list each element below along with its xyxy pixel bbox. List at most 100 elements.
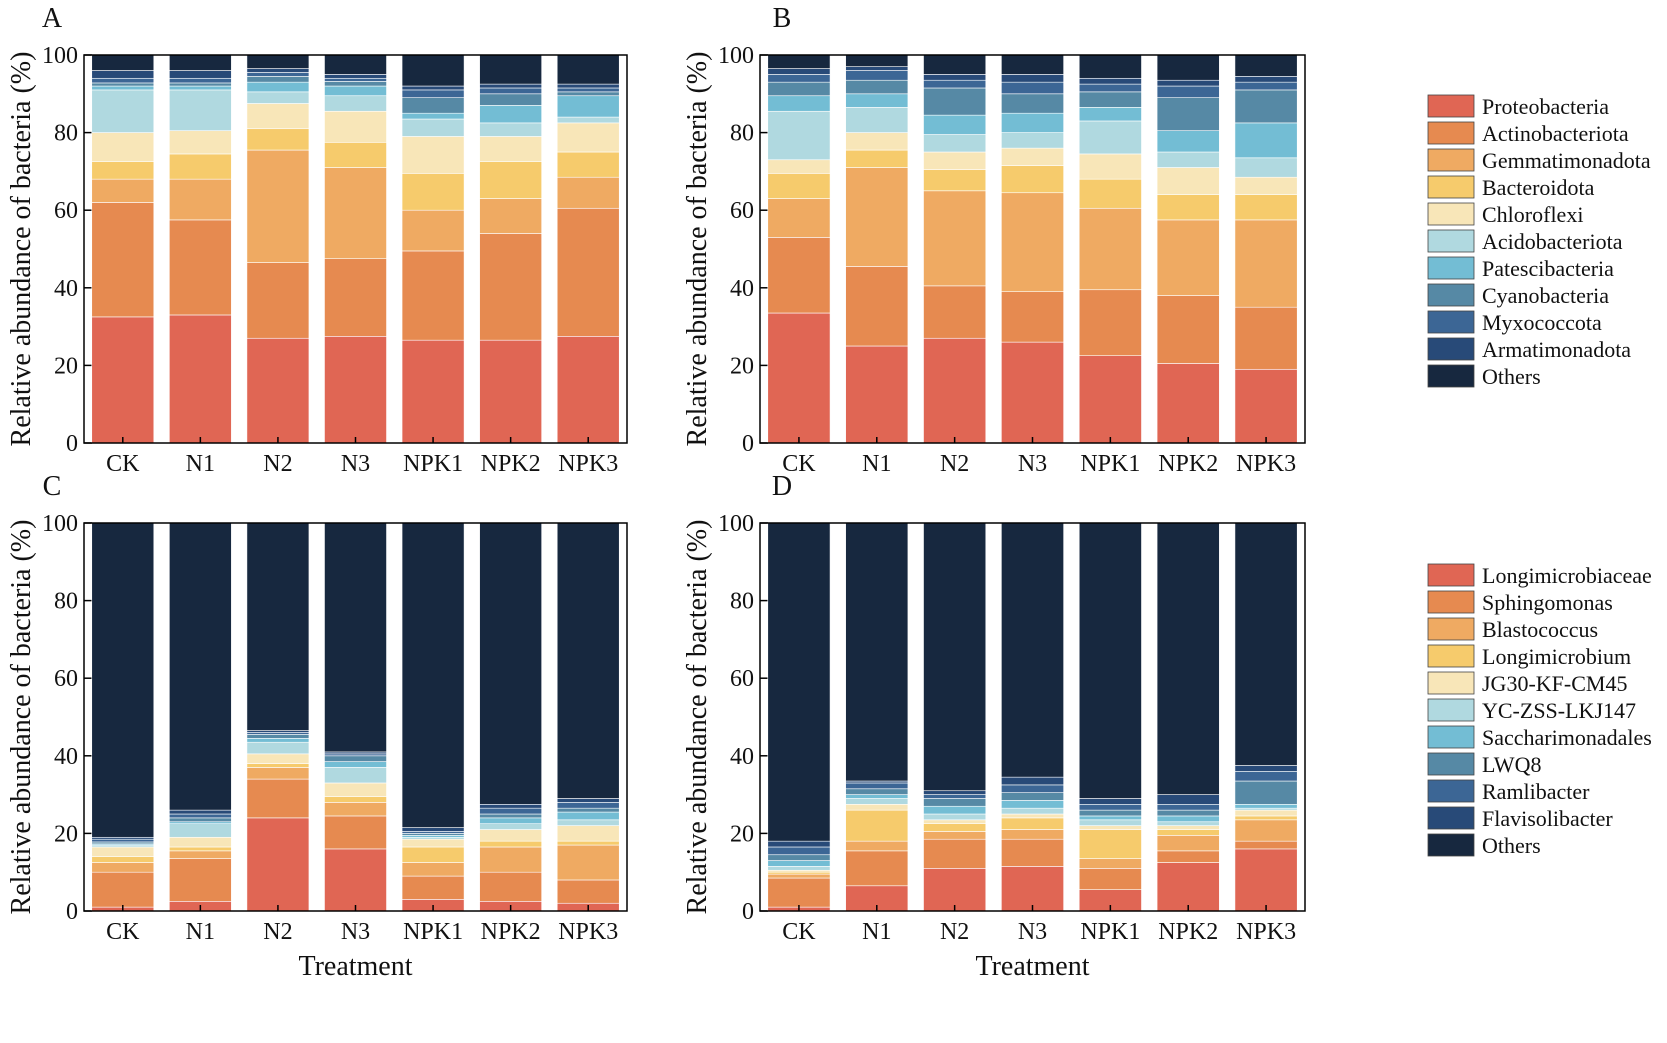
x-tick-label: NPK3 — [558, 451, 618, 477]
legend-swatch — [1427, 175, 1475, 199]
bar-npk2 — [1156, 522, 1220, 912]
x-tick-label: NPK2 — [481, 451, 541, 477]
bar-segment-saccharimonadales — [479, 817, 542, 825]
bar-segment-patescibacteria — [556, 95, 620, 118]
bar-segment-gemmatimonadota — [246, 149, 310, 263]
bar-segment-longimicrobium — [556, 840, 620, 846]
bar-segment-lwq8 — [1234, 780, 1298, 805]
bar-segment-proteobacteria — [479, 339, 542, 444]
plot-frame — [759, 54, 1306, 444]
bar-segment-proteobacteria — [1078, 355, 1142, 444]
bar-segment-myxococcota — [246, 72, 310, 77]
bar-segment-patescibacteria — [845, 93, 909, 108]
bar-segment-jg30-kf-cm45 — [556, 825, 620, 842]
legend-entry: Saccharimonadales — [1482, 725, 1652, 750]
bar-segment-lwq8 — [1156, 809, 1220, 817]
bar-segment-flavisolibacter — [1156, 794, 1220, 805]
bar-segment-jg30-kf-cm45 — [169, 836, 232, 848]
bar-npk2 — [1156, 54, 1220, 444]
bar-segment-yc-zss-lkj147 — [169, 823, 232, 838]
legend-entry: Gemmatimonadota — [1482, 148, 1651, 173]
bar-segment-others — [923, 54, 987, 75]
bar-npk2 — [479, 54, 542, 444]
bar-segment-acidobacteriota — [324, 95, 387, 112]
bar-npk1 — [401, 54, 465, 444]
bar-segment-actinobacteriota — [1156, 295, 1220, 364]
y-tick-label: 40 — [730, 276, 754, 302]
bar-segment-ramlibacter — [845, 782, 909, 790]
y-tick-label: 80 — [54, 589, 78, 615]
panel-letter: A — [42, 3, 63, 34]
bar-segment-others — [169, 522, 232, 811]
bar-segment-sphingomonas — [556, 879, 620, 904]
bar-segment-saccharimonadales — [556, 811, 620, 821]
bar-segment-gemmatimonadota — [767, 198, 831, 238]
bar-segment-longimicrobium — [1001, 817, 1064, 830]
y-tick-label: 0 — [742, 431, 754, 457]
legend-entry: Ramlibacter — [1482, 779, 1590, 804]
bar-segment-ramlibacter — [91, 838, 155, 843]
bar-segment-others — [324, 522, 387, 753]
x-tick-label: N3 — [1018, 451, 1047, 477]
bar-segment-others — [91, 54, 155, 71]
x-tick-label: CK — [106, 919, 140, 945]
bar-segment-bacteroidota — [324, 142, 387, 168]
y-tick-label: 100 — [718, 511, 754, 537]
bar-segment-gemmatimonadota — [1001, 192, 1064, 292]
bar-segment-acidobacteriota — [1001, 132, 1064, 149]
bar-segment-yc-zss-lkj147 — [845, 798, 909, 805]
bar-segment-acidobacteriota — [1078, 120, 1142, 155]
bar-segment-blastococcus — [1001, 829, 1064, 840]
bar-segment-ramlibacter — [479, 807, 542, 815]
bar-segment-jg30-kf-cm45 — [923, 819, 987, 825]
bar-segment-others — [246, 522, 310, 731]
bar-segment-acidobacteriota — [91, 89, 155, 133]
legend-swatch — [1427, 148, 1475, 172]
bar-segment-bacteroidota — [1234, 194, 1298, 221]
bar-segment-sphingomonas — [324, 815, 387, 850]
bar-segment-others — [324, 54, 387, 75]
bar-segment-cyanobacteria — [324, 81, 387, 87]
bar-segment-ramlibacter — [923, 794, 987, 799]
y-tick-label: 100 — [42, 43, 78, 69]
bar-segment-acidobacteriota — [767, 110, 831, 161]
bar-segment-blastococcus — [91, 862, 155, 873]
bar-segment-sphingomonas — [1156, 850, 1220, 863]
y-tick-label: 0 — [742, 899, 754, 925]
y-tick-label: 0 — [66, 899, 78, 925]
bar-segment-others — [479, 54, 542, 85]
bar-segment-actinobacteriota — [556, 207, 620, 337]
bar-segment-patescibacteria — [1001, 112, 1064, 133]
bar-segment-armatimonadota — [1234, 76, 1298, 83]
bar-segment-bacteroidota — [1078, 178, 1142, 209]
y-tick-label: 20 — [730, 821, 754, 847]
bar-segment-yc-zss-lkj147 — [246, 741, 310, 755]
bar-segment-sphingomonas — [1001, 838, 1064, 867]
bar-segment-jg30-kf-cm45 — [845, 803, 909, 811]
bar-npk1 — [1078, 54, 1142, 444]
bar-segment-proteobacteria — [246, 337, 310, 444]
legend-entry: Chloroflexi — [1482, 202, 1583, 227]
bar-segment-lwq8 — [923, 798, 987, 807]
bar-segment-chloroflexi — [91, 132, 155, 163]
bar-segment-lwq8 — [324, 755, 387, 762]
bar-segment-others — [1078, 54, 1142, 79]
bar-segment-actinobacteriota — [246, 262, 310, 339]
bar-segment-others — [845, 522, 909, 782]
bar-segment-myxococcota — [479, 87, 542, 95]
bar-segment-myxococcota — [923, 79, 987, 89]
bar-segment-blastococcus — [923, 831, 987, 840]
bar-n3 — [324, 522, 387, 912]
legend: ProteobacteriaActinobacteriotaGemmatimon… — [1427, 94, 1651, 389]
legend-entry: Armatimonadota — [1482, 337, 1631, 362]
legend-swatch — [1427, 644, 1475, 668]
bar-segment-gemmatimonadota — [1156, 219, 1220, 296]
bar-segment-bacteroidota — [246, 128, 310, 151]
bar-segment-proteobacteria — [1234, 368, 1298, 444]
bar-segment-actinobacteriota — [923, 285, 987, 339]
bar-segment-yc-zss-lkj147 — [1001, 807, 1064, 815]
bar-ck — [767, 522, 831, 912]
bar-segment-patescibacteria — [479, 105, 542, 124]
bar-segment-chloroflexi — [767, 159, 831, 174]
